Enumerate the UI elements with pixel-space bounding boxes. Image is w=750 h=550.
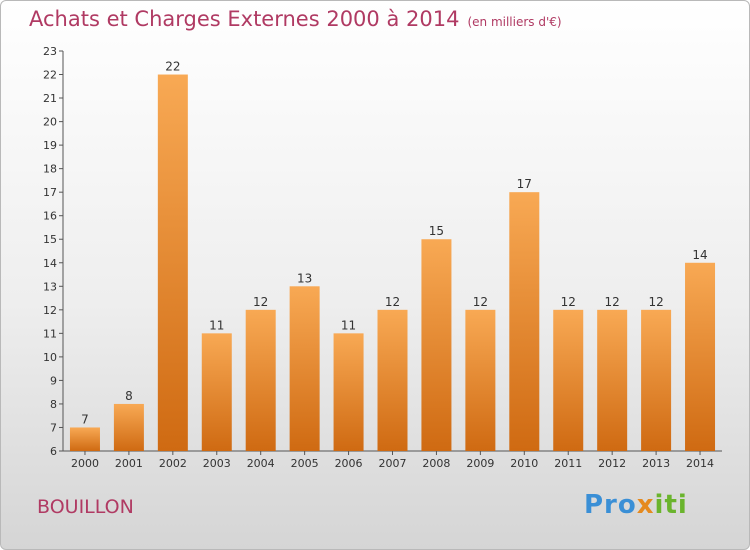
bar-value-label: 13 [297, 271, 312, 285]
y-tick-label: 18 [43, 163, 57, 176]
x-tick-label: 2013 [642, 457, 670, 470]
bar-value-label: 12 [648, 295, 663, 309]
bar-value-label: 11 [209, 318, 224, 332]
bar-value-label: 11 [341, 318, 356, 332]
y-tick-label: 11 [43, 327, 57, 340]
y-tick-label: 23 [43, 45, 57, 58]
bar-value-label: 12 [253, 295, 268, 309]
y-tick-label: 8 [50, 398, 57, 411]
y-tick-label: 14 [43, 257, 57, 270]
bar [157, 74, 188, 451]
chart-title: Achats et Charges Externes 2000 à 2014 (e… [29, 7, 562, 31]
bar [289, 286, 320, 451]
x-tick-label: 2007 [379, 457, 407, 470]
chart-axes: 6 7 8 9 10 11 12 13 14 15 16 17 18 19 20 21 22 23 2000 2001… [43, 45, 722, 470]
x-tick-label: 2003 [203, 457, 231, 470]
bar [641, 309, 672, 451]
title-text: Achats et Charges Externes 2000 à 2014 [29, 7, 460, 31]
logo-part-2: x [636, 490, 655, 520]
bar-value-label: 22 [165, 60, 180, 74]
y-tick-label: 10 [43, 351, 57, 364]
bar [421, 239, 452, 451]
y-tick-label: 6 [50, 445, 57, 458]
y-tick-label: 21 [43, 92, 57, 105]
x-tick-label: 2010 [510, 457, 538, 470]
bar [685, 262, 716, 451]
bar-value-label: 7 [81, 412, 89, 426]
bar [377, 309, 408, 451]
x-tick-label: 2014 [686, 457, 714, 470]
y-tick-label: 22 [43, 69, 57, 82]
x-tick-label: 2006 [335, 457, 363, 470]
y-tick-label: 9 [50, 374, 57, 387]
x-tick-label: 2001 [115, 457, 143, 470]
x-tick-label: 2008 [422, 457, 450, 470]
bar-value-label: 8 [125, 389, 133, 403]
logo-part-3: iti [654, 490, 688, 520]
x-tick-label: 2012 [598, 457, 626, 470]
bar [553, 309, 584, 451]
y-tick-label: 19 [43, 139, 57, 152]
bar-value-label: 17 [517, 177, 532, 191]
logo-part-1: Pro [584, 490, 637, 520]
bar [333, 333, 364, 451]
bar [245, 309, 276, 451]
y-tick-label: 7 [50, 421, 57, 434]
y-tick-label: 15 [43, 233, 57, 246]
bar-value-label: 12 [605, 295, 620, 309]
bar [509, 192, 540, 452]
y-tick-label: 20 [43, 116, 57, 129]
bar-value-label: 14 [692, 248, 707, 262]
x-tick-label: 2002 [159, 457, 187, 470]
x-tick-label: 2005 [291, 457, 319, 470]
chart-subtitle: (en milliers d'€) [467, 15, 562, 29]
proxiti-logo[interactable]: Proxiti [584, 490, 688, 520]
x-tick-label: 2000 [71, 457, 99, 470]
y-tick-label: 16 [43, 210, 57, 223]
chart-bars: 7 8 22 11 12 13 11 12 15 12 17 12 12 12 14 [69, 60, 716, 452]
bar [113, 403, 144, 451]
y-tick-label: 12 [43, 304, 57, 317]
bar-value-label: 15 [429, 224, 444, 238]
x-tick-label: 2009 [466, 457, 494, 470]
bar-value-label: 12 [561, 295, 576, 309]
bar-value-label: 12 [385, 295, 400, 309]
town-name: BOUILLON [37, 496, 134, 518]
bar [201, 333, 232, 451]
x-tick-label: 2011 [554, 457, 582, 470]
bar [69, 427, 100, 451]
x-tick-label: 2004 [247, 457, 275, 470]
y-tick-label: 13 [43, 280, 57, 293]
bar-value-label: 12 [473, 295, 488, 309]
bar [465, 309, 496, 451]
y-tick-label: 17 [43, 186, 57, 199]
bar [597, 309, 628, 451]
